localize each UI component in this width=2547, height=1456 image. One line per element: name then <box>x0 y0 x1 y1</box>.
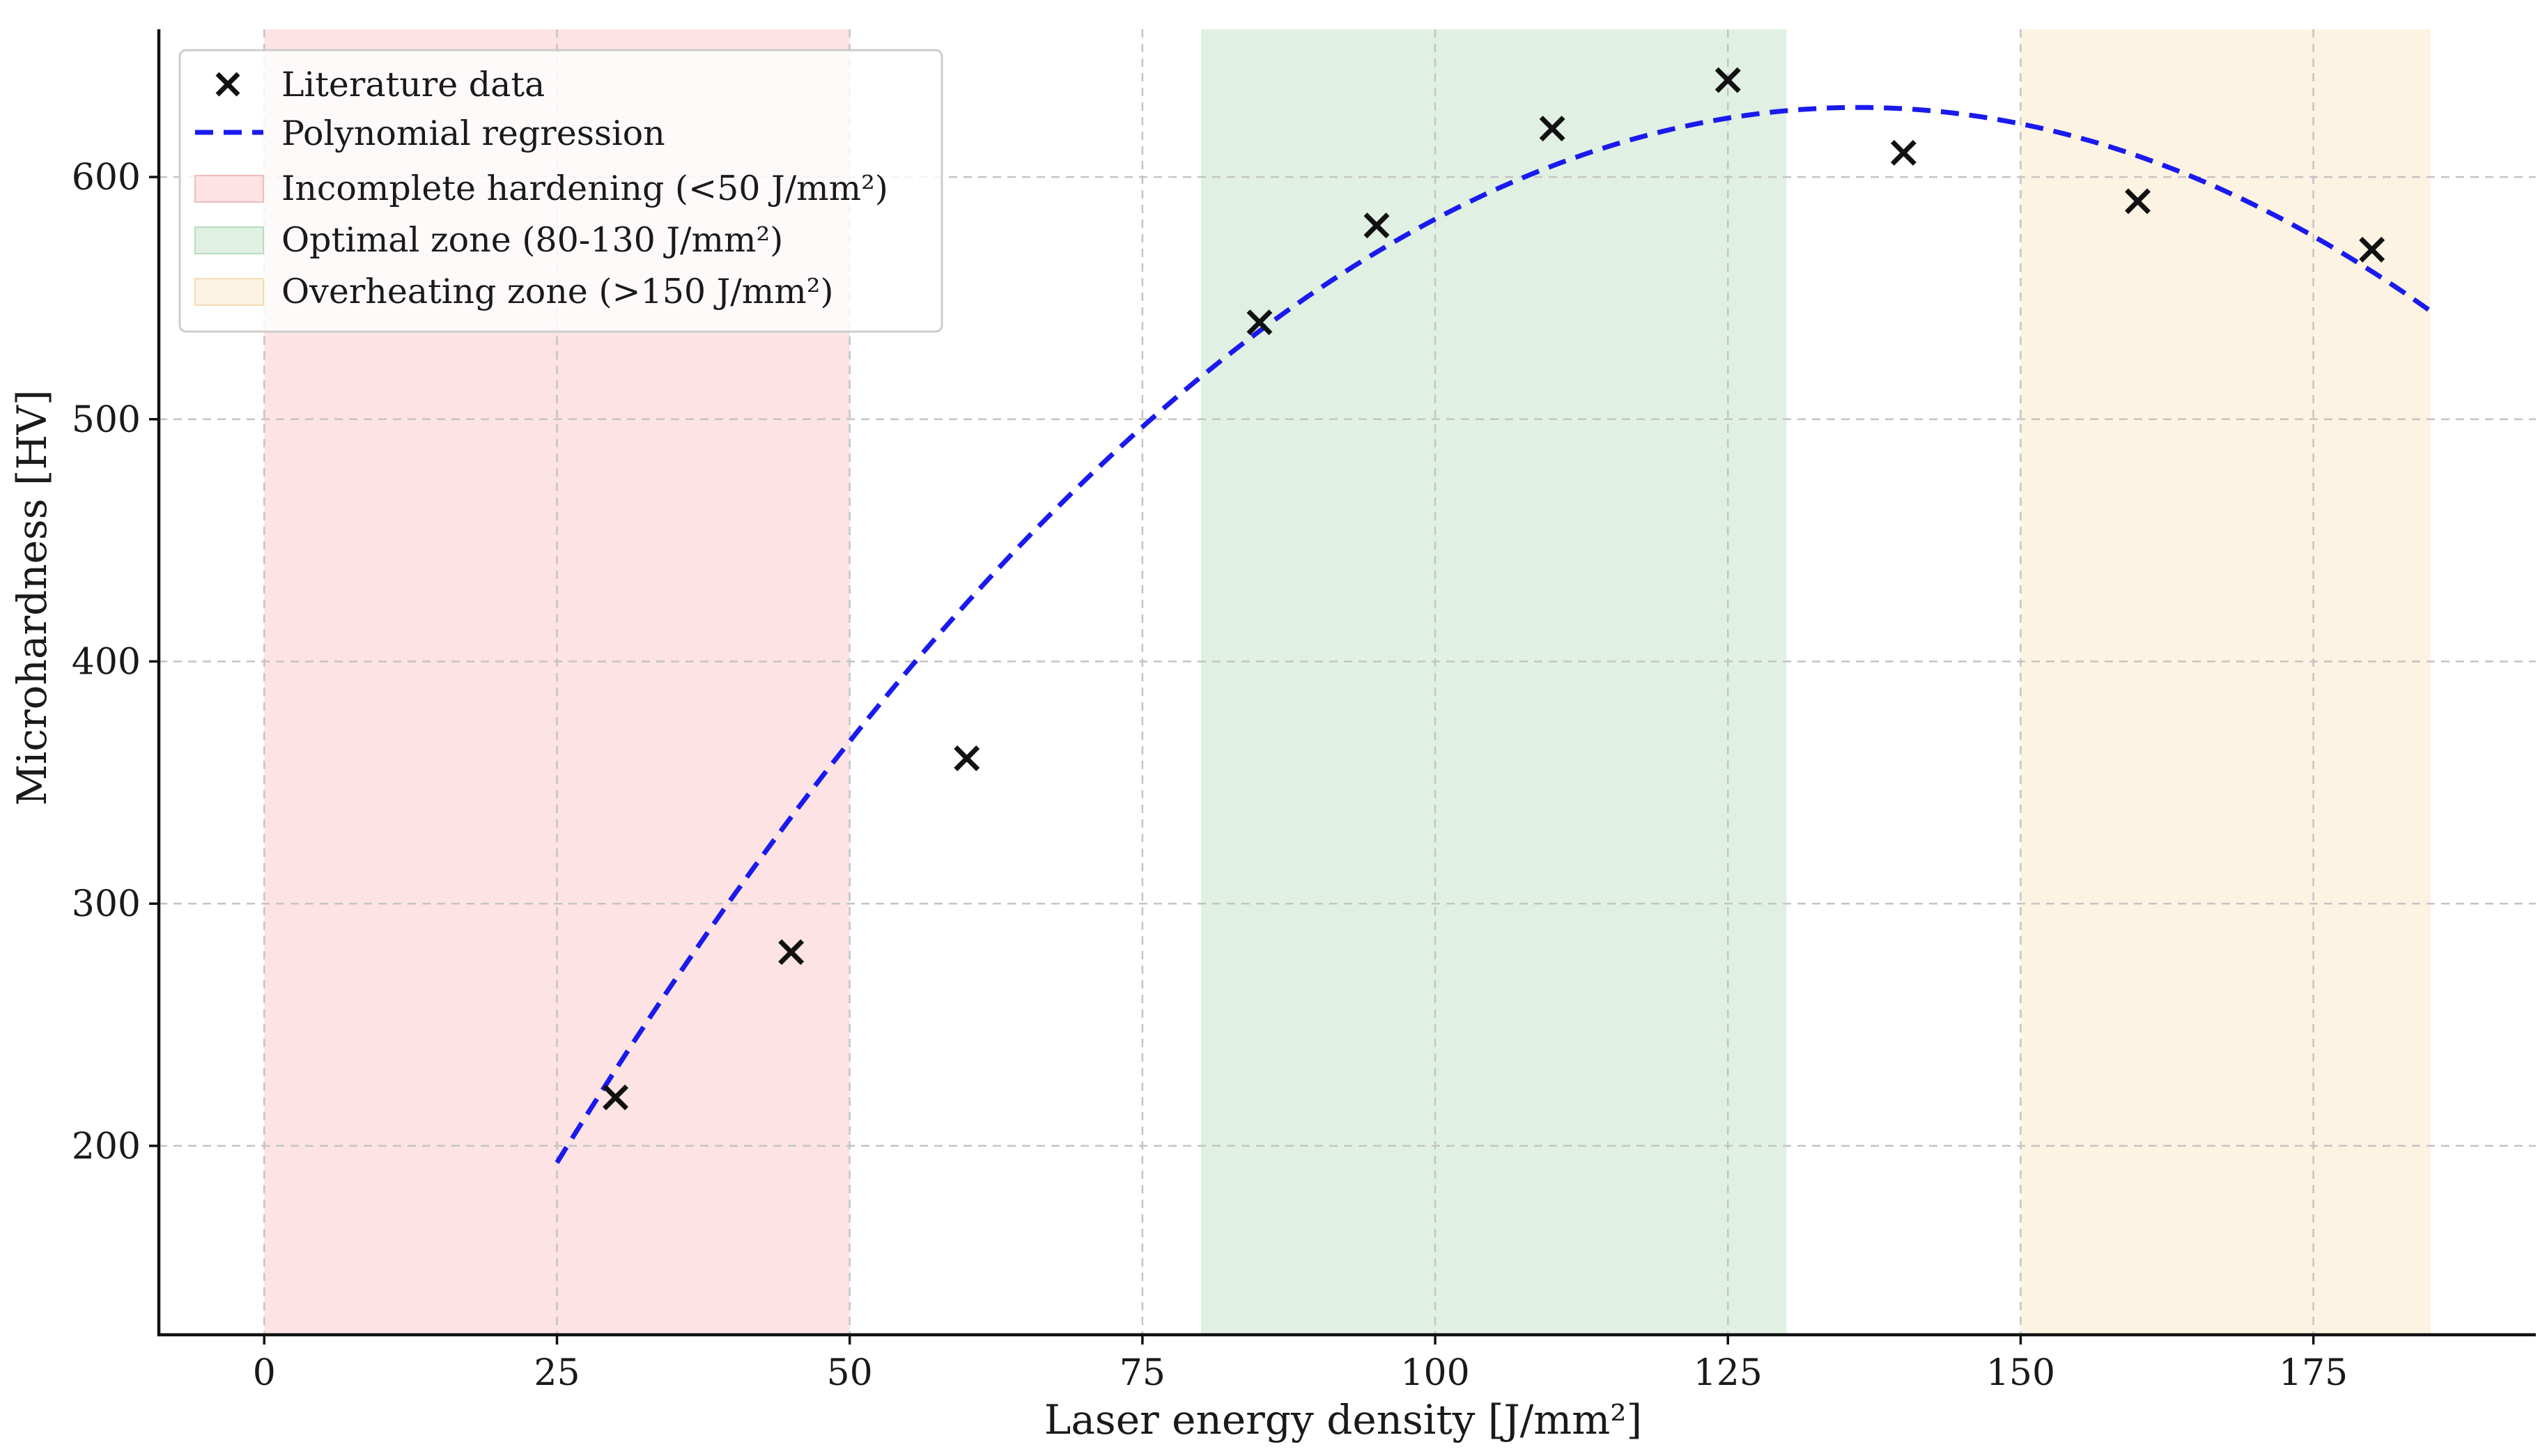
marker-stroke <box>1714 67 1741 93</box>
legend-label: Polynomial regression <box>281 114 665 153</box>
data-point-marker <box>2125 188 2151 215</box>
x-tick-label: 100 <box>1400 1352 1469 1394</box>
data-point-marker <box>1890 139 1917 166</box>
marker-stroke <box>2359 236 2385 263</box>
axes <box>149 29 2536 1345</box>
x-tick-label: 25 <box>534 1352 580 1394</box>
data-point-marker <box>778 939 805 966</box>
legend-label: Literature data <box>281 65 545 104</box>
marker-stroke <box>954 745 980 771</box>
data-point-marker <box>1363 212 1390 239</box>
legend: Literature data Polynomial regression In… <box>178 49 943 333</box>
data-point-marker <box>603 1084 628 1110</box>
x-tick-label: 75 <box>1120 1352 1166 1394</box>
data-point-marker <box>2359 236 2385 263</box>
marker-stroke <box>778 939 805 966</box>
marker-stroke <box>1539 116 1565 142</box>
regression-curve <box>555 104 2432 1164</box>
legend-patch-red <box>194 175 264 203</box>
marker-stroke <box>2125 188 2151 215</box>
legend-patch-orange <box>194 278 264 306</box>
legend-label: Overheating zone (>150 J/mm²) <box>281 272 833 311</box>
legend-patch-green <box>194 226 264 254</box>
y-tick-label: 400 <box>72 641 141 683</box>
legend-box <box>178 49 943 333</box>
legend-label: Optimal zone (80-130 J/mm²) <box>281 220 783 260</box>
marker-stroke <box>1246 309 1273 336</box>
legend-item-incomplete-hardening: Incomplete hardening (<50 J/mm²) <box>194 169 888 208</box>
y-tick-label: 200 <box>72 1126 141 1168</box>
data-point-marker <box>1714 67 1741 93</box>
data-point-marker <box>954 745 980 771</box>
marker-stroke <box>603 1084 628 1110</box>
data-point-marker <box>1246 309 1273 336</box>
data-point-marker <box>1539 116 1565 142</box>
y-axis-label: Microhardness [HV] <box>8 389 56 805</box>
y-tick-label: 500 <box>72 399 141 441</box>
marker-stroke <box>1890 139 1917 166</box>
x-tick-label: 150 <box>1986 1352 2055 1394</box>
x-axis-label: Laser energy density [J/mm²] <box>1044 1396 1642 1443</box>
zone-band-2 <box>2020 29 2431 1335</box>
zone-band-1 <box>1200 29 1787 1335</box>
regression-curve-layer <box>555 104 2432 1164</box>
legend-item-literature-data: Literature data <box>215 65 545 104</box>
legend-item-optimal-zone: Optimal zone (80-130 J/mm²) <box>194 220 783 260</box>
tick-labels: 0 25 50 75 100 125 150 175 200 300 400 500 600 <box>72 157 2348 1394</box>
legend-item-overheating-zone: Overheating zone (>150 J/mm²) <box>194 272 833 311</box>
x-tick-label: 50 <box>827 1352 873 1394</box>
grid-lines <box>159 29 2536 1335</box>
legend-label: Incomplete hardening (<50 J/mm²) <box>281 169 888 208</box>
marker-stroke <box>1363 212 1390 239</box>
data-points <box>603 67 2385 1110</box>
y-tick-label: 300 <box>72 883 141 925</box>
legend-item-polynomial-regression: Polynomial regression <box>195 114 665 153</box>
legend-x-marker <box>215 72 240 97</box>
y-tick-label: 600 <box>72 157 141 199</box>
x-tick-label: 125 <box>1694 1352 1763 1394</box>
x-tick-label: 175 <box>2279 1352 2348 1394</box>
x-tick-label: 0 <box>253 1352 276 1394</box>
